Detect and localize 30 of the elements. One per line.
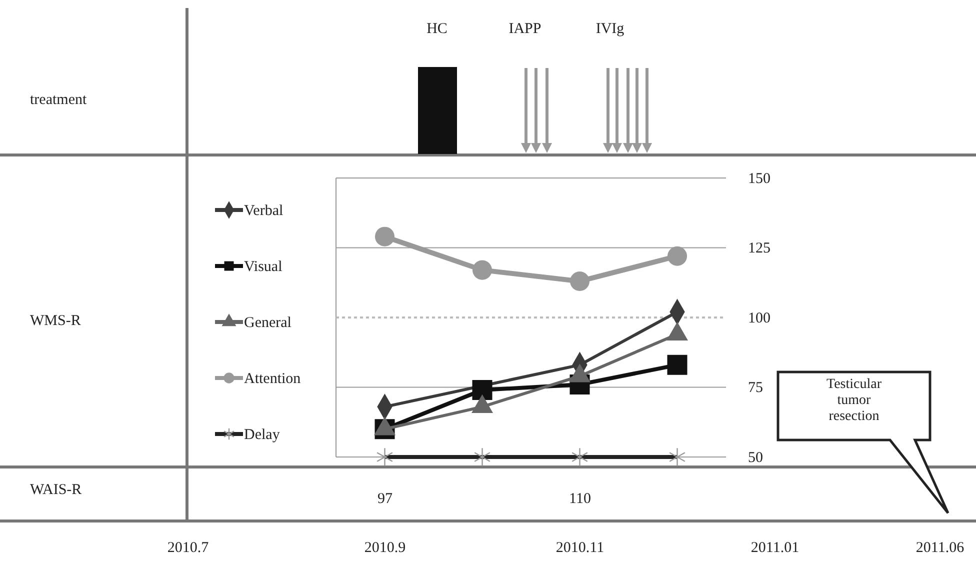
text: IVIg (596, 21, 625, 37)
point (570, 271, 590, 291)
y-tick-label: 125 (748, 240, 770, 257)
text: 2011.01 (750, 540, 800, 556)
legend-label: Visual (244, 259, 282, 275)
text: treatment (30, 92, 88, 108)
text: 2010.11 (556, 540, 604, 556)
point (667, 354, 688, 375)
text: IAPP (508, 21, 542, 37)
y-tick-label: 50 (748, 450, 763, 466)
legend-label: Verbal (244, 203, 284, 219)
legend-label: General (244, 315, 292, 331)
point (667, 246, 688, 266)
legend-label: Delay (244, 427, 280, 443)
text: WAIS-R (30, 482, 82, 498)
y-tick-label: 75 (748, 380, 763, 396)
text: 97 (378, 491, 393, 507)
text: WMS-R (30, 313, 81, 329)
point (374, 226, 395, 246)
text: 110 (569, 491, 591, 507)
y-tick-label: 150 (748, 170, 770, 187)
point (472, 380, 492, 400)
point (472, 260, 492, 280)
text: 2010.7 (167, 540, 210, 556)
legend-label: Attention (244, 371, 302, 387)
text: HC (426, 21, 448, 37)
text: Testicular tumor resection (826, 377, 882, 424)
text: 2010.9 (364, 540, 406, 556)
y-tick-label: 100 (748, 310, 770, 326)
text: 2011.06 (916, 540, 965, 556)
